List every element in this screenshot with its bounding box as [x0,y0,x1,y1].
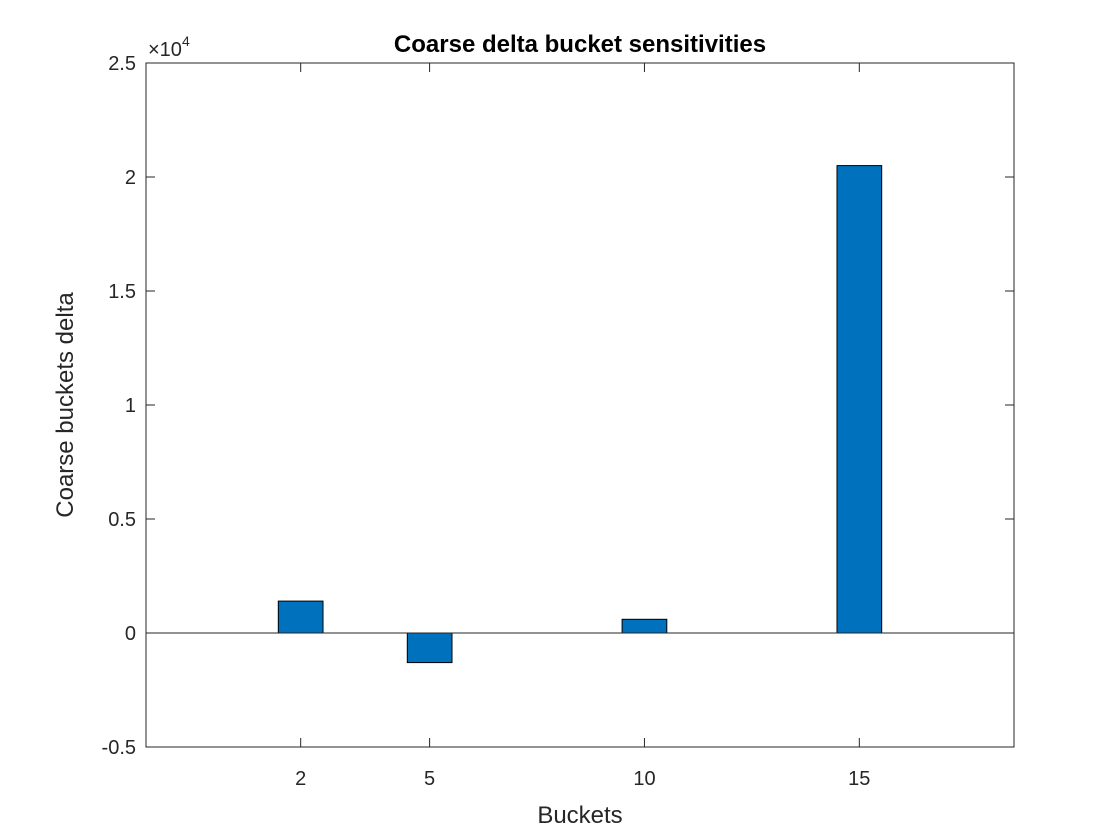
x-tick-label: 10 [633,768,655,790]
y-tick-label: 0 [125,623,136,645]
x-tick-label: 2 [295,768,306,790]
tick-labels-layer: -0.5 0 0.5 1 1.5 2 2.5 2 5 10 15 [102,53,871,790]
y-exponent-label: ×104 [148,33,190,61]
y-tick-label: 0.5 [108,509,136,531]
y-exponent-base: ×10 [148,39,182,61]
y-tick-label: 1 [125,395,136,417]
y-tick-label: 1.5 [108,281,136,303]
y-tick-label: -0.5 [102,737,136,759]
chart-title: Coarse delta bucket sensitivities [394,31,766,58]
bar-2 [277,600,324,634]
ticks-layer [146,62,1014,748]
bar-15 [836,165,883,634]
bars-layer [277,165,883,664]
y-tick-label: 2 [125,167,136,189]
plot-area [146,63,1014,747]
x-tick-label: 5 [424,768,435,790]
x-axis-label: Buckets [537,802,622,829]
y-tick-label: 2.5 [108,53,136,75]
x-tick-label: 15 [848,768,870,790]
bar-5 [406,632,453,664]
bar-10 [621,618,668,634]
y-axis-label: Coarse buckets delta [52,292,79,518]
y-exponent-power: 4 [182,33,190,49]
